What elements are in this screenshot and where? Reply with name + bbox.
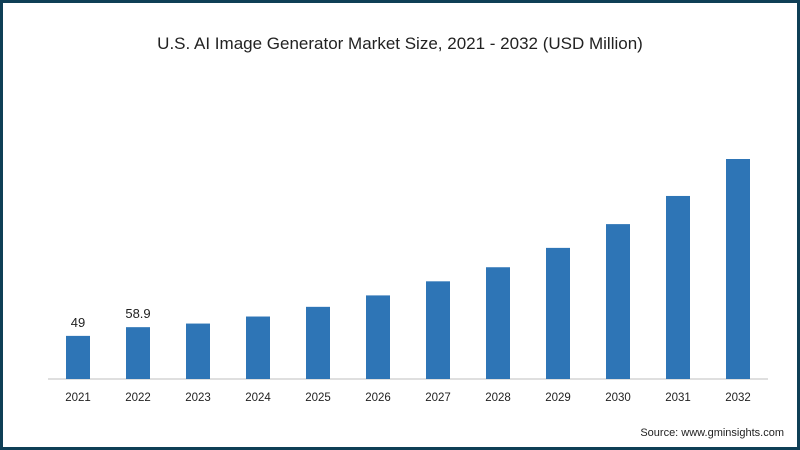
x-tick-label: 2030 [605,392,631,404]
bar-2022 [126,327,150,379]
source-note: Source: www.gminsights.com [640,427,784,439]
bar-2030 [606,224,630,379]
bar-2027 [426,281,450,379]
x-tick-label: 2023 [185,392,211,404]
x-tick-label: 2022 [125,392,151,404]
x-tick-label: 2028 [485,392,511,404]
x-tick-label: 2029 [545,392,571,404]
bar-2031 [666,195,690,379]
data-label: 58.9 [125,306,150,321]
x-tick-label: 2031 [665,392,691,404]
x-tick-label: 2024 [245,392,271,404]
chart-title: U.S. AI Image Generator Market Size, 202… [157,34,643,53]
x-tick-label: 2025 [305,392,331,404]
bar-2028 [486,267,510,379]
x-tick-label: 2026 [365,392,391,404]
bar-2023 [186,323,210,379]
x-tick-label: 2027 [425,392,451,404]
x-tick-label: 2021 [65,392,91,404]
x-tick-label: 2032 [725,392,751,404]
data-label: 49 [71,315,85,330]
bar-2024 [246,316,270,379]
bar-2021 [66,335,90,379]
bar-2025 [306,306,330,379]
bar-2032 [726,159,750,379]
bar-2026 [366,295,390,379]
bar-2029 [546,247,570,379]
